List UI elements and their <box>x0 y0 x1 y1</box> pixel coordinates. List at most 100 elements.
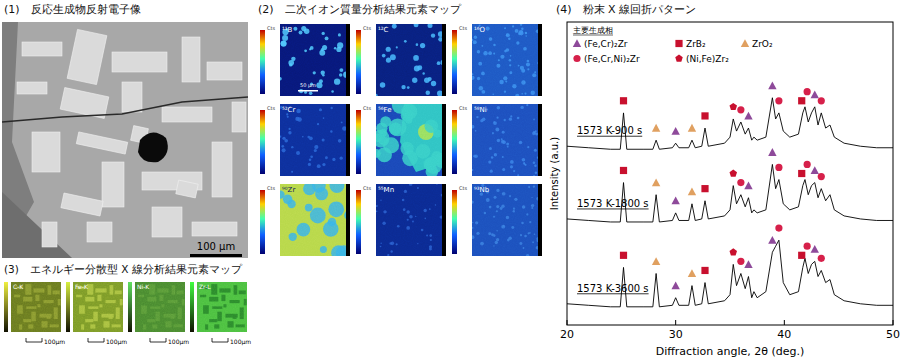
legend-label: ZrB₂ <box>686 39 706 49</box>
map-edge <box>538 24 542 96</box>
map-label: Ni-K <box>137 283 150 290</box>
plate <box>60 88 109 119</box>
map-background <box>376 24 446 96</box>
map-label: ⁵²Cr <box>282 106 296 114</box>
phase-marker <box>701 112 708 119</box>
x-tick <box>784 320 785 325</box>
xrd-pattern <box>567 240 893 307</box>
phase-marker <box>729 170 737 177</box>
map-background <box>472 104 542 176</box>
map-label: ⁵⁵Mn <box>378 186 394 194</box>
plot-frame <box>567 22 893 325</box>
plate <box>192 222 237 236</box>
phase-marker <box>620 167 627 174</box>
plate <box>61 193 103 216</box>
plate <box>232 102 246 132</box>
map-noise <box>472 184 542 256</box>
phase-marker <box>744 112 752 120</box>
colorbar <box>356 190 361 254</box>
series-label-underline <box>577 293 649 294</box>
x-axis-label: Diffraction angle, 2θ (deg.) <box>656 345 805 358</box>
scale-bar <box>212 338 228 342</box>
colorbar <box>66 282 70 332</box>
colorbar-unit: Cts <box>267 25 275 31</box>
phase-marker <box>671 127 679 135</box>
map-edge <box>442 104 446 176</box>
sims-map <box>376 24 446 96</box>
map-noise <box>73 282 123 332</box>
colorbar-unit: Cts <box>363 185 371 191</box>
scale-bar <box>26 338 42 342</box>
x-tick-label: 30 <box>669 328 683 341</box>
sims-map <box>472 24 542 96</box>
scale-label: 100 μm <box>197 241 235 252</box>
plate <box>162 107 212 122</box>
phase-marker <box>652 178 660 186</box>
legend-title: 主要生成相 <box>573 26 613 35</box>
colorbar-unit: Cts <box>459 105 467 111</box>
plate <box>212 142 232 197</box>
phase-marker <box>768 236 776 244</box>
map-noise <box>280 104 350 176</box>
sims-map <box>472 104 542 176</box>
plate <box>176 180 198 198</box>
phase-marker <box>798 170 805 177</box>
scale-label: 100μm <box>230 338 251 346</box>
map-noise <box>472 24 542 96</box>
sims-map <box>280 24 350 96</box>
xrd-pattern <box>567 164 893 222</box>
phase-marker <box>798 97 805 104</box>
colorbar-unit: Cts <box>267 185 275 191</box>
legend-label: ZrO₂ <box>752 39 773 49</box>
map-label: ¹¹B <box>282 26 293 34</box>
crack <box>2 97 248 122</box>
phase-marker <box>671 281 679 289</box>
plate <box>207 62 242 80</box>
legend-label: (Ni,Fe)Zr₂ <box>686 54 729 64</box>
phase-marker <box>768 81 776 89</box>
legend-marker <box>675 55 683 62</box>
colorbar-unit: Cts <box>363 105 371 111</box>
legend-title-underline <box>573 35 613 36</box>
map-label: Fe-K <box>75 283 89 290</box>
legend-label: (Fe,Cr)₂Zr <box>584 39 628 49</box>
map-edge <box>442 24 446 96</box>
map-label: C-K <box>13 283 24 290</box>
phase-marker <box>818 97 825 104</box>
x-tick <box>567 320 568 325</box>
phase-marker <box>652 124 660 132</box>
scale-label: 100μm <box>106 338 127 346</box>
map-edge <box>442 184 446 256</box>
xrd-pattern <box>567 98 893 150</box>
sims-map <box>472 184 542 256</box>
scale-bar <box>150 338 166 342</box>
phase-marker <box>620 97 627 104</box>
bse-image: 100 μm <box>2 22 248 258</box>
bse-background <box>2 22 248 258</box>
map-background <box>376 184 446 256</box>
phase-marker <box>671 197 679 205</box>
legend-label: (Fe,Cr,Ni)₂Zr <box>584 54 640 64</box>
edx-map <box>135 282 185 332</box>
phase-marker <box>744 260 752 268</box>
map-noise <box>197 282 247 332</box>
sims-map <box>376 184 446 256</box>
map-label: ¹⁶O <box>474 26 486 34</box>
colorbar <box>452 190 457 254</box>
phase-marker <box>701 185 708 192</box>
map-noise <box>280 184 350 256</box>
colorbar <box>452 110 457 174</box>
plate <box>17 82 47 94</box>
map-noise <box>135 282 185 332</box>
plate <box>112 52 167 72</box>
phase-marker <box>688 124 696 132</box>
colorbar <box>260 190 265 254</box>
colorbar-unit: Cts <box>459 25 467 31</box>
map-background <box>472 24 542 96</box>
map-label: Zr-L <box>199 283 211 290</box>
map-label: ⁵⁶Fe <box>378 106 392 114</box>
colorbar <box>260 30 265 94</box>
edx-map <box>73 282 123 332</box>
scale-label: 100μm <box>44 338 65 346</box>
phase-marker <box>804 243 811 250</box>
